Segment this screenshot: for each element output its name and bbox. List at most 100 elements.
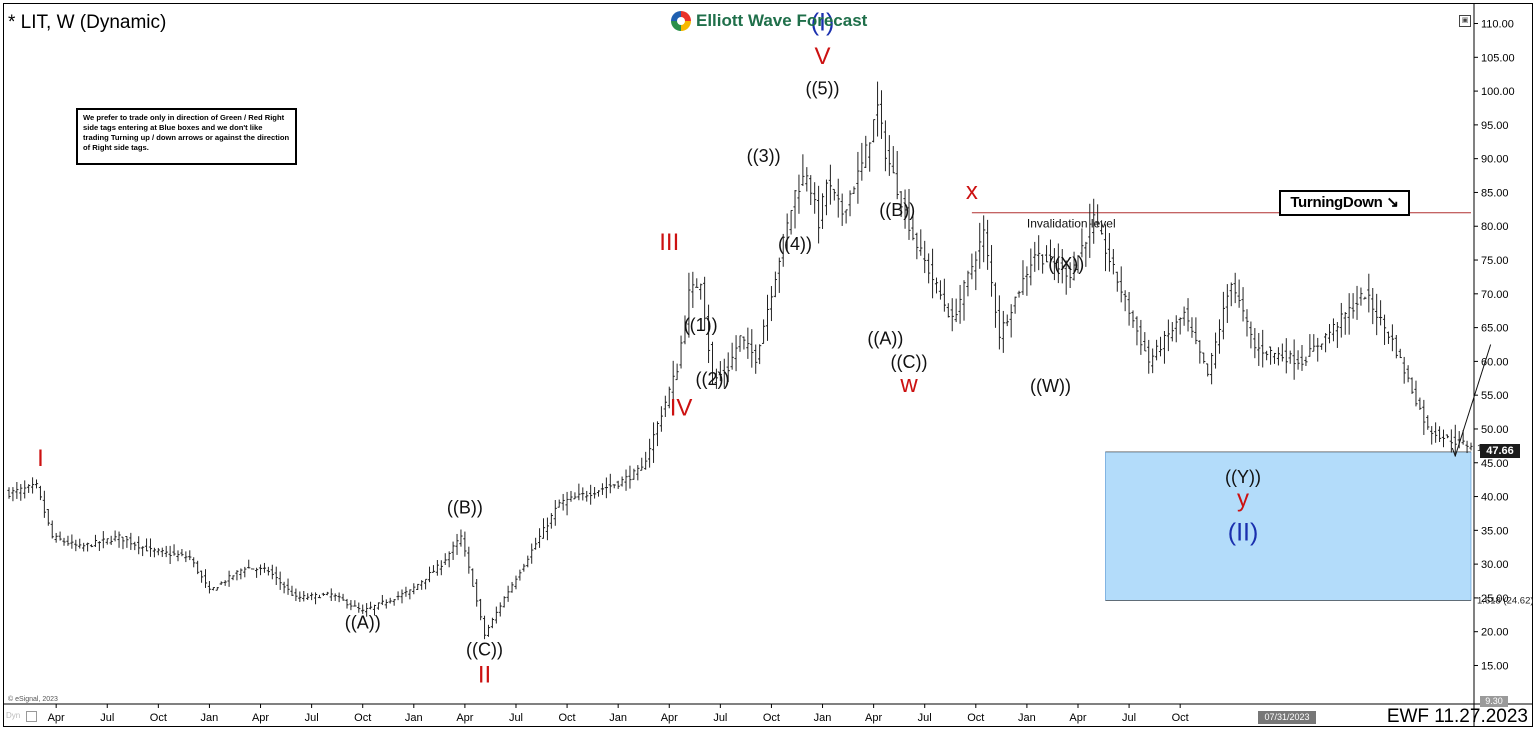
ohlc-bar — [82, 542, 86, 552]
x-tick-label: Jan — [405, 712, 423, 724]
ohlc-bar — [1323, 333, 1328, 353]
ohlc-bar — [1060, 249, 1064, 284]
ohlc-bar — [820, 193, 825, 229]
ohlc-bar — [537, 528, 542, 548]
x-tick-label: Jul — [100, 712, 114, 724]
ohlc-bar — [168, 545, 172, 564]
ohlc-bar — [777, 257, 781, 293]
ohlc-bar — [180, 549, 184, 557]
ohlc-bar — [1135, 316, 1139, 346]
ohlc-bar — [1025, 266, 1029, 296]
ohlc-bar — [1005, 314, 1009, 327]
ohlc-bar — [1111, 248, 1115, 275]
ohlc-bar — [459, 529, 463, 547]
ohlc-bar — [1237, 279, 1241, 308]
x-tick-label: Apr — [1069, 712, 1086, 724]
ohlc-bar — [1406, 365, 1410, 383]
ohlc-bar — [62, 537, 66, 546]
brand-logo-icon — [671, 11, 691, 31]
ohlc-bar — [1430, 426, 1434, 445]
ohlc-bar — [1422, 399, 1426, 435]
x-tick-label: Oct — [354, 712, 371, 724]
wave-label: I — [37, 445, 44, 472]
ohlc-bar — [262, 562, 267, 573]
maximize-icon[interactable]: ▣ — [1459, 15, 1471, 27]
ohlc-bar — [125, 535, 129, 548]
ohlc-bar — [148, 538, 153, 557]
ohlc-bar — [872, 119, 876, 143]
ohlc-bar — [616, 480, 620, 489]
wave-label: y — [1237, 486, 1249, 513]
ohlc-bar — [1445, 434, 1450, 439]
ohlc-bar — [879, 90, 884, 139]
ohlc-bar — [475, 578, 479, 607]
ohlc-bar — [1390, 324, 1394, 352]
ohlc-bar — [1245, 309, 1249, 337]
ohlc-bar — [1151, 348, 1155, 374]
ohlc-bar — [1213, 332, 1218, 369]
wave-label: V — [815, 43, 831, 70]
ohlc-bar — [758, 344, 762, 365]
ohlc-bar — [282, 581, 286, 594]
wave-label: IV — [670, 394, 693, 421]
wave-label: III — [659, 229, 679, 256]
ohlc-bar — [42, 490, 46, 518]
ohlc-bar — [651, 422, 656, 463]
ohlc-bar — [974, 251, 978, 291]
ohlc-bar — [860, 142, 864, 181]
ohlc-bar — [526, 555, 530, 568]
projection-tail — [1451, 447, 1456, 457]
ohlc-bar — [1190, 317, 1194, 338]
ohlc-bar — [121, 536, 125, 550]
ohlc-bar — [494, 606, 498, 624]
ohlc-bar — [1327, 324, 1332, 344]
ohlc-bar — [923, 240, 927, 274]
ohlc-bar — [1052, 248, 1057, 281]
ohlc-bar — [738, 335, 742, 352]
ohlc-bar — [534, 537, 538, 550]
ohlc-bar — [1375, 293, 1379, 336]
ohlc-bar — [1363, 296, 1367, 300]
wave-label: (II) — [1228, 518, 1259, 546]
ohlc-bar — [404, 586, 408, 597]
ohlc-bar — [184, 551, 188, 563]
ohlc-bar — [828, 164, 832, 205]
ohlc-bar — [640, 457, 644, 471]
ohlc-bar — [1088, 203, 1092, 258]
ohlc-bar — [321, 592, 326, 596]
ohlc-bar — [706, 304, 711, 364]
dynamic-toggle-checkbox[interactable] — [26, 711, 37, 722]
ohlc-bar — [1379, 300, 1383, 326]
dynamic-label: Dyn — [6, 711, 21, 720]
ohlc-bar — [1265, 350, 1269, 361]
ohlc-bar — [345, 598, 349, 609]
wave-label: ((A)) — [345, 612, 381, 632]
ohlc-bar — [482, 615, 487, 640]
ohlc-bar — [1359, 287, 1363, 306]
brand-name: Elliott Wave Forecast — [696, 11, 868, 30]
x-tick-label: Apr — [252, 712, 269, 724]
ohlc-bar — [1335, 322, 1339, 348]
y-tick-label: 65.00 — [1481, 323, 1509, 335]
ohlc-bar — [1225, 284, 1229, 323]
ohlc-bar — [294, 588, 298, 602]
ohlc-bar — [479, 598, 483, 621]
ohlc-bar — [1398, 348, 1402, 359]
ohlc-bar — [852, 186, 856, 194]
ohlc-bar — [1343, 312, 1347, 335]
x-tick-label: Jan — [1018, 712, 1036, 724]
ohlc-bar — [1296, 350, 1300, 370]
y-tick-label: 70.00 — [1481, 289, 1509, 301]
axis-min-tag: 9.30 — [1480, 696, 1508, 707]
ohlc-bar — [203, 569, 208, 588]
x-tick-label: Oct — [150, 712, 167, 724]
ohlc-bar — [801, 154, 805, 186]
ohlc-bar — [970, 253, 974, 280]
ohlc-bar — [486, 624, 491, 637]
ohlc-bar — [408, 589, 412, 600]
ohlc-bar — [659, 406, 663, 432]
ohlc-bar — [388, 597, 392, 604]
ohlc-bar — [74, 539, 78, 552]
ohlc-bar — [530, 543, 534, 564]
